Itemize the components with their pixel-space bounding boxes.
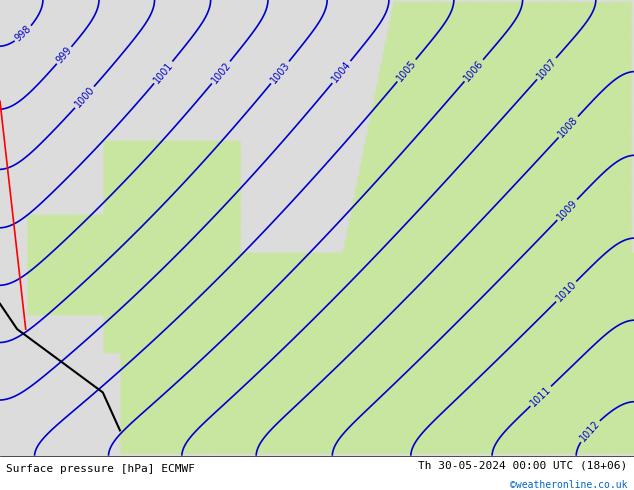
Text: 1003: 1003 xyxy=(268,60,292,85)
Text: 1008: 1008 xyxy=(556,115,580,139)
Text: Surface pressure [hPa] ECMWF: Surface pressure [hPa] ECMWF xyxy=(6,465,195,474)
Text: 1007: 1007 xyxy=(534,56,559,81)
Text: Th 30-05-2024 00:00 UTC (18+06): Th 30-05-2024 00:00 UTC (18+06) xyxy=(418,461,628,471)
Text: 1002: 1002 xyxy=(209,60,233,85)
Text: 1009: 1009 xyxy=(555,197,579,222)
Text: ©weatheronline.co.uk: ©weatheronline.co.uk xyxy=(510,480,628,490)
Text: 998: 998 xyxy=(13,24,34,44)
Text: 1010: 1010 xyxy=(554,279,578,304)
Text: 1011: 1011 xyxy=(528,384,553,408)
Text: 1001: 1001 xyxy=(152,60,175,85)
Text: 999: 999 xyxy=(55,45,74,66)
Text: 1006: 1006 xyxy=(462,58,486,83)
Text: 1004: 1004 xyxy=(330,59,353,85)
Text: 1012: 1012 xyxy=(578,418,602,443)
Text: 1005: 1005 xyxy=(395,58,418,83)
Text: 1000: 1000 xyxy=(73,85,96,110)
